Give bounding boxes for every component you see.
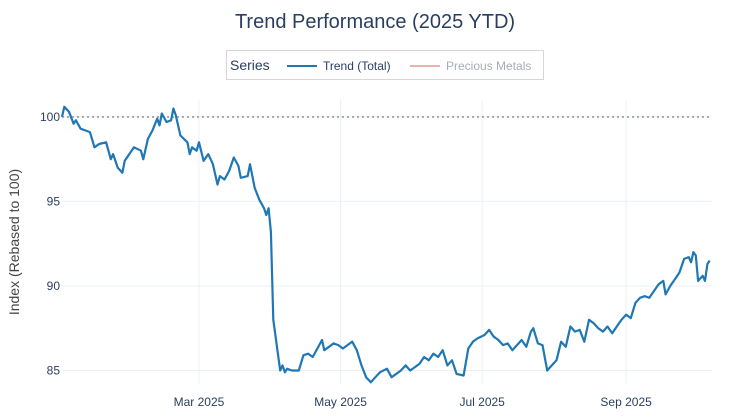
legend-label-trend-total: Trend (Total) — [323, 59, 391, 73]
legend-swatch-precious-metals — [410, 65, 440, 67]
series-line-trend-total — [60, 105, 711, 384]
series-group — [60, 105, 711, 384]
x-axis-ticks: Mar 2025 May 2025 Jul 2025 Sep 2025 — [174, 395, 653, 409]
legend-item-precious-metals[interactable]: Precious Metals — [410, 58, 531, 74]
legend: Series Trend (Total) Precious Metals — [226, 50, 544, 80]
x-tick-label: May 2025 — [314, 395, 367, 409]
y-tick-label: 90 — [47, 279, 61, 293]
x-tick-label: Mar 2025 — [174, 395, 225, 409]
x-tick-label: Sep 2025 — [600, 395, 652, 409]
y-axis-label: Index (Rebased to 100) — [6, 169, 22, 315]
legend-item-trend-total[interactable]: Trend (Total) — [287, 58, 391, 74]
y-tick-label: 85 — [47, 363, 61, 377]
legend-title: Series — [230, 57, 270, 73]
legend-swatch-trend-total — [287, 65, 317, 67]
chart-title: Trend Performance (2025 YTD) — [235, 11, 515, 33]
grid — [62, 100, 712, 384]
x-tick-label: Jul 2025 — [459, 395, 505, 409]
y-tick-label: 100 — [40, 110, 60, 124]
legend-label-precious-metals: Precious Metals — [446, 59, 532, 73]
y-axis-ticks: 85 90 95 100 — [40, 110, 60, 378]
y-tick-label: 95 — [47, 194, 61, 208]
